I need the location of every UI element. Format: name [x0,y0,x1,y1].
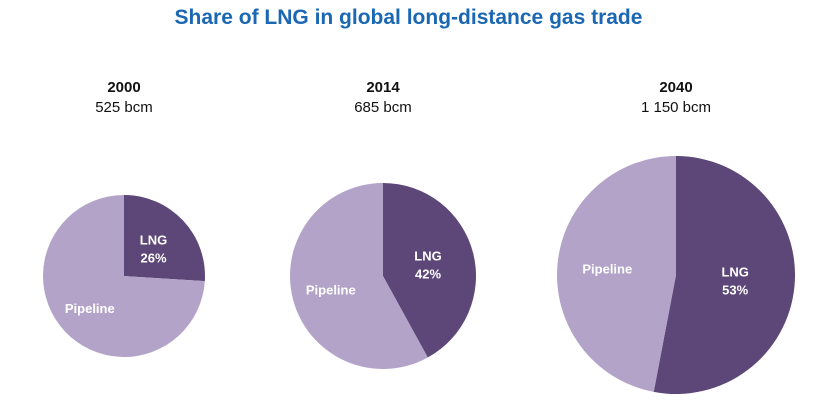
slice-label-2014-lng: LNG 42% [414,248,441,281]
year-label-2000: 2000 [107,79,141,96]
slice-label-2014-pipeline: Pipeline [306,282,356,297]
pie-slice-2000-pipeline [43,195,205,357]
volume-label-2000: 525 bcm [95,99,153,116]
slice-name-2040-lng: LNG [721,265,748,280]
volume-label-2040: 1 150 bcm [640,99,712,116]
volume-label-2014: 685 bcm [354,99,412,116]
pie-slice-2040-lng [653,156,796,394]
slice-value-2040-lng: 53% [722,283,748,298]
slice-label-2040-lng: LNG 53% [721,265,748,298]
slice-name-2000-lng: LNG [140,232,167,247]
chart-title: Share of LNG in global long-distance gas… [174,6,643,29]
slice-label-2000-pipeline: Pipeline [65,301,115,316]
slice-label-2040-pipeline: Pipeline [582,262,632,277]
slice-label-2000-lng: LNG 26% [140,232,167,265]
pie-slice-2014-pipeline [290,183,428,369]
year-label-2040: 2040 [659,79,693,96]
pie-slice-2014-lng [383,183,477,358]
slice-name-2014-lng: LNG [414,248,441,263]
year-label-2014: 2014 [366,79,400,96]
pie-slice-2000-lng [124,195,206,282]
slice-value-2014-lng: 42% [415,266,441,281]
slice-value-2000-lng: 26% [140,250,166,265]
pie-slice-2040-pipeline [557,156,676,392]
